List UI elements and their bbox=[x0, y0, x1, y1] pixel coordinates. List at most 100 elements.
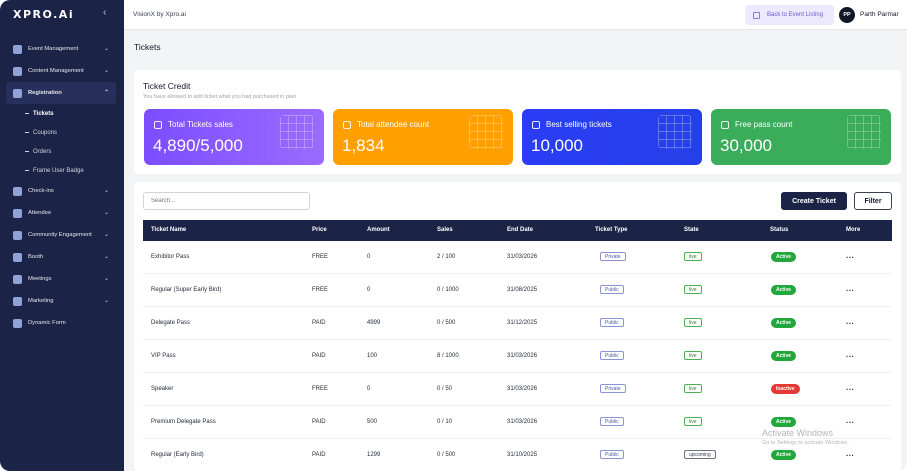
stat-free-pass-count: Free pass count 30,000 bbox=[711, 109, 891, 165]
ticket-price: PAID bbox=[312, 353, 326, 359]
ticket-state-badge: live bbox=[684, 252, 702, 261]
table-row[interactable]: VIP Pass PAID 100 8 / 1000 31/03/2026 Public l… bbox=[143, 340, 892, 373]
ticket-amount: 0 bbox=[367, 254, 371, 260]
status-badge[interactable]: Active bbox=[771, 351, 797, 361]
header-state[interactable]: State bbox=[684, 227, 699, 233]
sidebar-item-label: Booth bbox=[28, 254, 44, 260]
chevron-down-icon: ⌄ bbox=[103, 68, 109, 74]
ticket-sales: 0 / 50 bbox=[437, 386, 453, 392]
sidebar-subitem-tickets[interactable]: Tickets bbox=[0, 104, 124, 123]
table-row[interactable]: Premium Delegate Pass PAID 500 0 / 10 31/03/… bbox=[143, 406, 892, 439]
ticket-price: PAID bbox=[312, 419, 326, 425]
filter-button[interactable]: Filter bbox=[854, 192, 892, 210]
status-badge[interactable]: Active bbox=[771, 318, 797, 328]
ticket-state-badge: live bbox=[684, 384, 702, 393]
grid-decoration bbox=[280, 115, 314, 149]
pass-icon bbox=[721, 121, 729, 129]
ticket-price: FREE bbox=[312, 287, 329, 293]
sidebar-subitem-orders[interactable]: Orders bbox=[0, 142, 124, 161]
credit-title: Ticket Credit bbox=[143, 81, 191, 91]
chevron-up-icon: ⌃ bbox=[103, 90, 109, 96]
status-badge[interactable]: Active bbox=[771, 252, 797, 262]
header-status[interactable]: Status bbox=[770, 227, 789, 233]
stat-total-attendee-count: Total attendee count 1,834 bbox=[333, 109, 513, 165]
back-to-event-listing-button[interactable]: Back to Event Listing bbox=[745, 5, 834, 25]
ticket-name: Premium Delegate Pass bbox=[151, 419, 216, 425]
table-row[interactable]: Exhibitor Pass FREE 0 2 / 100 31/03/2026 Priv… bbox=[143, 241, 892, 274]
more-options-icon[interactable]: ... bbox=[846, 251, 855, 260]
ticket-sales: 0 / 500 bbox=[437, 320, 456, 326]
chevron-down-icon: ⌄ bbox=[103, 298, 109, 304]
ticket-sales: 0 / 500 bbox=[437, 452, 456, 458]
windows-activation-watermark: Activate Windows Go to Settings to activ… bbox=[762, 428, 849, 446]
ticket-price: PAID bbox=[312, 320, 326, 326]
sidebar-item-attendee[interactable]: Attendee ⌄ bbox=[0, 202, 124, 224]
status-badge[interactable]: Inactive bbox=[771, 384, 800, 394]
create-ticket-button[interactable]: Create Ticket bbox=[781, 192, 847, 210]
building-icon bbox=[13, 44, 22, 54]
more-options-icon[interactable]: ... bbox=[846, 350, 855, 359]
table-row[interactable]: Regular (Early Bird) PAID 1299 0 / 500 31/10… bbox=[143, 439, 892, 471]
header-amount[interactable]: Amount bbox=[367, 227, 390, 233]
sidebar-item-check-ins[interactable]: Check-ins ⌄ bbox=[0, 180, 124, 202]
chevron-down-icon: ⌄ bbox=[103, 188, 109, 194]
sidebar-item-label: Registration bbox=[28, 90, 62, 96]
more-options-icon[interactable]: ... bbox=[846, 449, 855, 458]
app-name: VisionX by Xpro.ai bbox=[133, 11, 186, 18]
chevron-left-icon[interactable]: ‹ bbox=[103, 7, 107, 18]
ticket-amount: 0 bbox=[367, 287, 371, 293]
ticket-end-date: 31/03/2026 bbox=[507, 353, 538, 359]
header-ticket-type[interactable]: Ticket Type bbox=[595, 227, 628, 233]
form-icon bbox=[13, 318, 22, 328]
search-input[interactable] bbox=[143, 192, 310, 210]
stat-total-tickets-sales: Total Tickets sales 4,890/5,000 bbox=[144, 109, 324, 165]
status-badge[interactable]: Active bbox=[771, 417, 797, 427]
ticket-amount: 1299 bbox=[367, 452, 381, 458]
chevron-down-icon: ⌄ bbox=[103, 254, 109, 260]
avatar[interactable]: PP bbox=[839, 7, 855, 23]
table-row[interactable]: Regular (Super Early Bird) FREE 0 0 / 1000 3… bbox=[143, 274, 892, 307]
ticket-end-date: 31/03/2026 bbox=[507, 386, 538, 392]
sidebar-item-label: Dynamic Form bbox=[28, 320, 66, 326]
sidebar-item-content-management[interactable]: Content Management ⌄ bbox=[0, 60, 124, 82]
table-row[interactable]: Speaker FREE 0 0 / 50 31/03/2026 Private live I… bbox=[143, 373, 892, 406]
more-options-icon[interactable]: ... bbox=[846, 317, 855, 326]
ticket-icon bbox=[154, 121, 162, 129]
header-ticket-name[interactable]: Ticket Name bbox=[151, 227, 187, 233]
more-options-icon[interactable]: ... bbox=[846, 284, 855, 293]
status-badge[interactable]: Active bbox=[771, 450, 797, 460]
ticket-state-badge: live bbox=[684, 285, 702, 294]
status-badge[interactable]: Active bbox=[771, 285, 797, 295]
sidebar-item-label: Attendee bbox=[28, 210, 52, 216]
sidebar-item-community-engagement[interactable]: Community Engagement ⌄ bbox=[0, 224, 124, 246]
sidebar-item-registration[interactable]: Registration ⌃ bbox=[6, 82, 116, 104]
ticket-price: FREE bbox=[312, 386, 329, 392]
more-options-icon[interactable]: ... bbox=[846, 416, 855, 425]
ticket-price: FREE bbox=[312, 254, 329, 260]
table-header: Ticket Name Price Amount Sales End Date … bbox=[143, 220, 892, 241]
ticket-name: Speaker bbox=[151, 386, 174, 392]
ticket-price: PAID bbox=[312, 452, 326, 458]
ticket-name: Delegate Pass bbox=[151, 320, 191, 326]
sidebar-item-dynamic-form[interactable]: Dynamic Form bbox=[0, 312, 124, 334]
ticket-type-badge: Public bbox=[600, 417, 624, 426]
sidebar-item-booth[interactable]: Booth ⌄ bbox=[0, 246, 124, 268]
sidebar-item-label: Marketing bbox=[28, 298, 54, 304]
table-row[interactable]: Delegate Pass PAID 4999 0 / 500 31/12/2025 Pu… bbox=[143, 307, 892, 340]
more-options-icon[interactable]: ... bbox=[846, 383, 855, 392]
user-name[interactable]: Parth Parmar bbox=[860, 11, 899, 18]
ticket-type-badge: Private bbox=[600, 384, 626, 393]
ticket-name: VIP Pass bbox=[151, 353, 176, 359]
grid-decoration bbox=[469, 115, 503, 149]
header-price[interactable]: Price bbox=[312, 227, 327, 233]
sidebar-item-marketing[interactable]: Marketing ⌄ bbox=[0, 290, 124, 312]
sidebar-subitem-coupons[interactable]: Coupons bbox=[0, 123, 124, 142]
user-icon bbox=[343, 121, 351, 129]
header-more: More bbox=[846, 227, 861, 233]
sidebar-item-event-management[interactable]: Event Management ⌄ bbox=[0, 38, 124, 60]
header-end-date[interactable]: End Date bbox=[507, 227, 534, 233]
header-sales[interactable]: Sales bbox=[437, 227, 453, 233]
ticket-state-badge: live bbox=[684, 318, 702, 327]
sidebar-subitem-frame-user-badge[interactable]: Frame User Badge bbox=[0, 161, 124, 180]
sidebar-item-meetings[interactable]: Meetings ⌄ bbox=[0, 268, 124, 290]
